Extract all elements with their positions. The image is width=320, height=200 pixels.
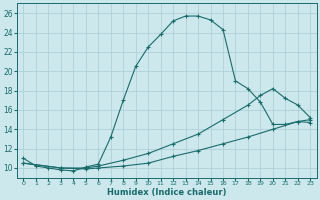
X-axis label: Humidex (Indice chaleur): Humidex (Indice chaleur) xyxy=(107,188,227,197)
